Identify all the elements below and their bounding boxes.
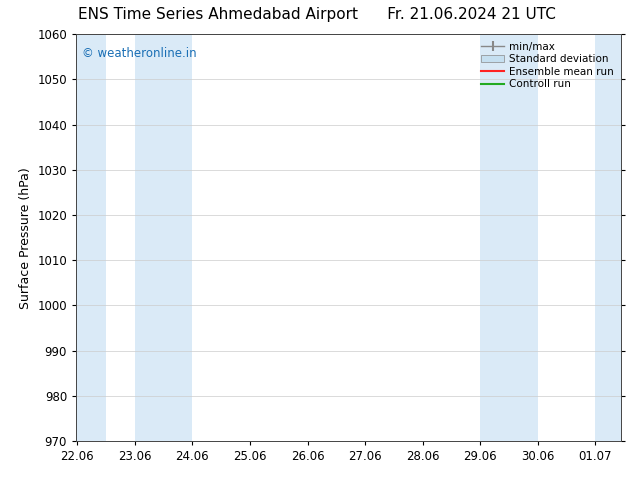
Text: © weatheronline.in: © weatheronline.in [82, 47, 196, 59]
Bar [481, 34, 538, 441]
Legend: min/max, Standard deviation, Ensemble mean run, Controll run: min/max, Standard deviation, Ensemble me… [477, 37, 618, 94]
Y-axis label: Surface Pressure (hPa): Surface Pressure (hPa) [19, 167, 32, 309]
Bar [595, 34, 621, 441]
Bar [135, 34, 192, 441]
Text: ENS Time Series Ahmedabad Airport      Fr. 21.06.2024 21 UTC: ENS Time Series Ahmedabad Airport Fr. 21… [78, 7, 556, 23]
Bar [76, 34, 106, 441]
